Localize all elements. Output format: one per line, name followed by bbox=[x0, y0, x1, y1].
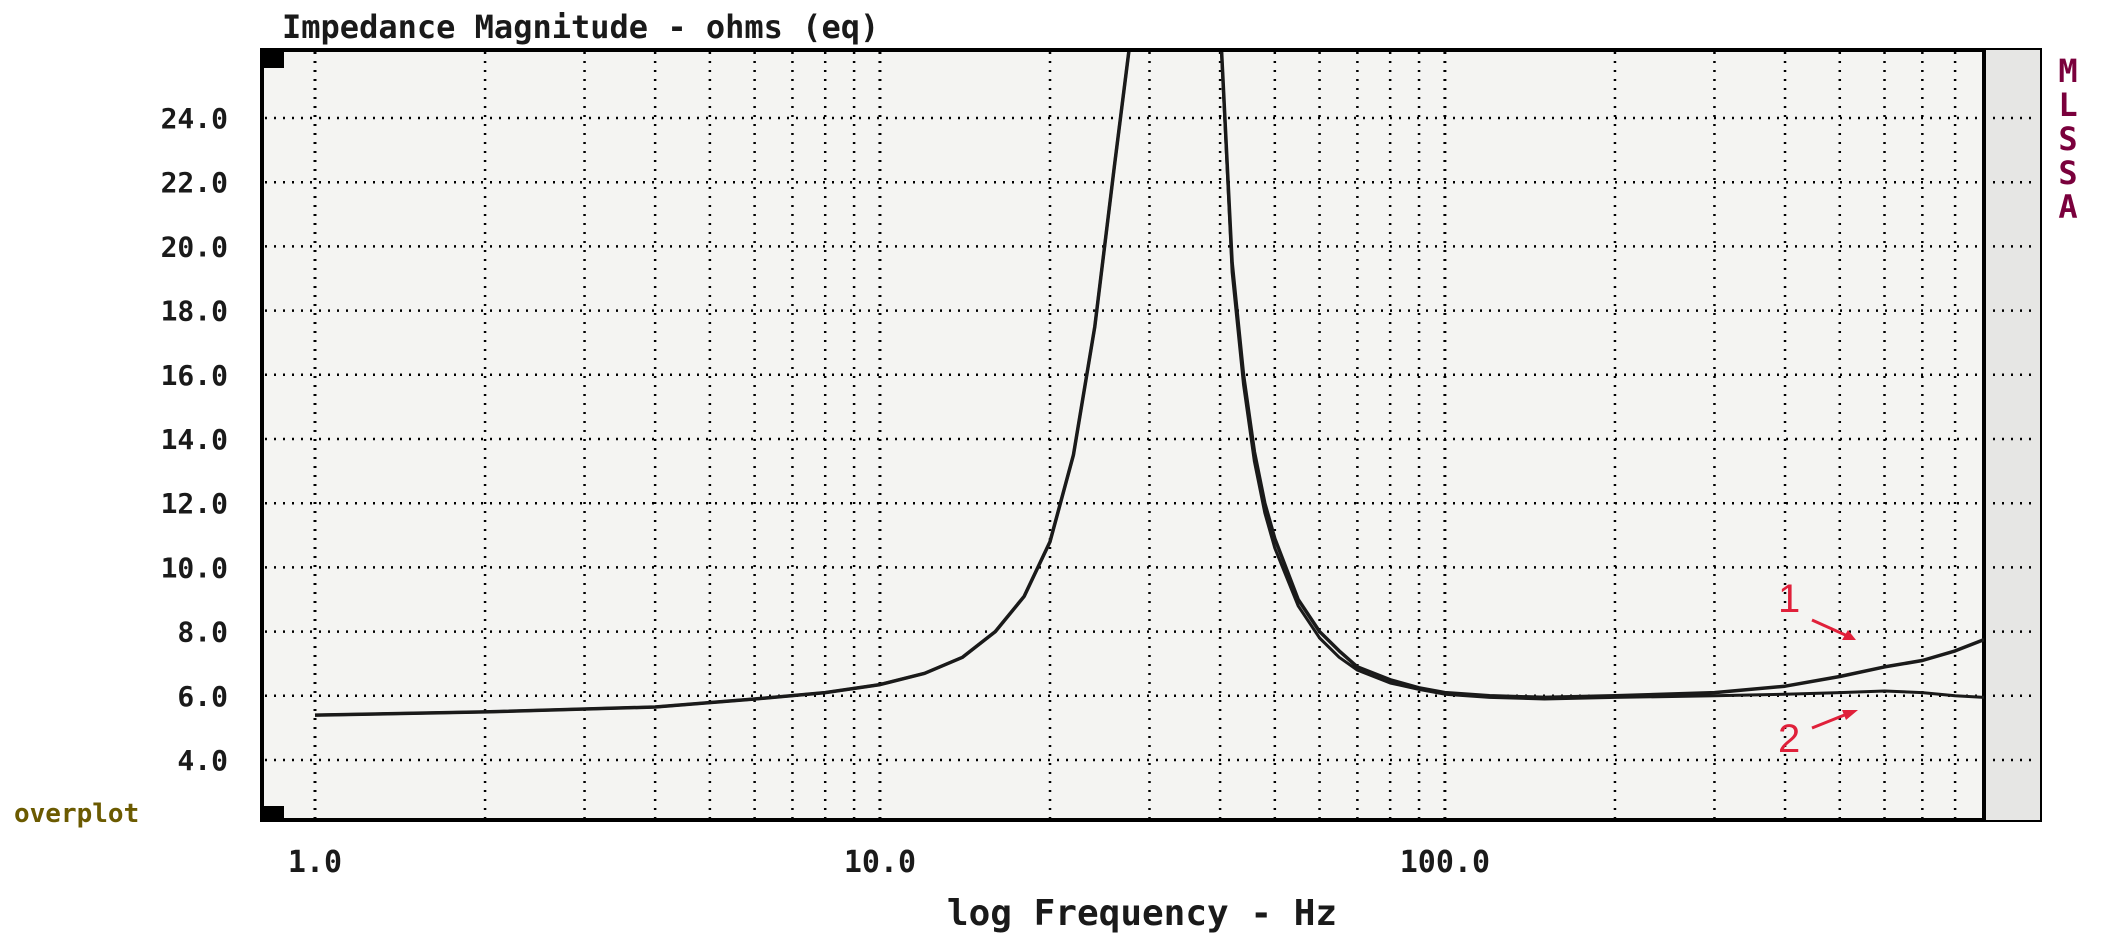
x-tick-label: 10.0 bbox=[844, 845, 916, 880]
series-line-2 bbox=[314, 52, 1984, 717]
y-tick-label: 24.0 bbox=[161, 102, 228, 135]
y-tick-label: 4.0 bbox=[177, 744, 228, 777]
annotation-label-1: 1 bbox=[1778, 577, 1800, 621]
y-tick-label: 16.0 bbox=[161, 359, 228, 392]
y-tick-label: 8.0 bbox=[177, 616, 228, 649]
overplot-label: overplot bbox=[14, 799, 139, 829]
outer-frame bbox=[260, 48, 2042, 822]
side-label-letter: S bbox=[2058, 154, 2077, 192]
right-margin-panel bbox=[1984, 50, 2040, 820]
top-left-marker bbox=[264, 52, 284, 68]
grid bbox=[265, 52, 2038, 818]
y-tick-label: 10.0 bbox=[161, 551, 228, 584]
chart-title: Impedance Magnitude - ohms (eq) bbox=[282, 8, 879, 46]
side-label-letter: L bbox=[2058, 86, 2077, 124]
y-tick-label: 18.0 bbox=[161, 295, 228, 328]
annotation-arrowhead-2 bbox=[1842, 710, 1858, 720]
bottom-left-marker bbox=[264, 806, 284, 820]
annotation-arrowhead-1 bbox=[1842, 630, 1856, 640]
side-label-letter: M bbox=[2058, 52, 2077, 90]
y-tick-label: 12.0 bbox=[161, 487, 228, 520]
ticks: 4.0 6.0 8.0 10.0 12.0 14.0 16.0 18.0 20.0 22.0 24.… bbox=[161, 102, 1490, 880]
side-label-letter: A bbox=[2058, 188, 2077, 226]
x-tick-label: 1.0 bbox=[288, 845, 342, 880]
y-tick-label: 22.0 bbox=[161, 166, 228, 199]
curves bbox=[314, 52, 1984, 717]
x-tick-label: 100.0 bbox=[1400, 845, 1490, 880]
annotation-label-2: 2 bbox=[1778, 717, 1800, 761]
annotations: 1 2 bbox=[1778, 577, 1858, 761]
y-tick-label: 14.0 bbox=[161, 423, 228, 456]
x-axis-label: log Frequency - Hz bbox=[947, 893, 1337, 934]
side-label-letter: S bbox=[2058, 120, 2077, 158]
y-tick-label: 6.0 bbox=[177, 680, 228, 713]
y-tick-label: 20.0 bbox=[161, 230, 228, 263]
